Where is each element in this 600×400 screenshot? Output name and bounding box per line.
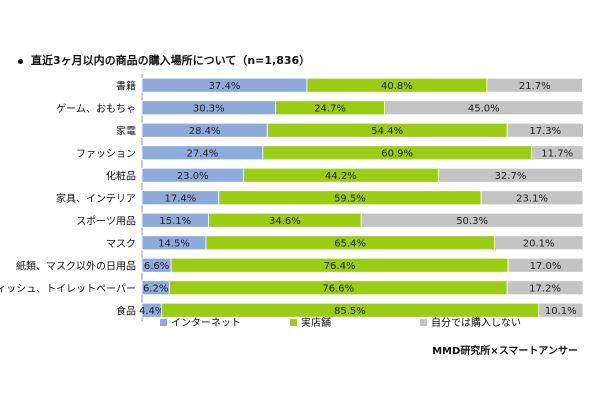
data-label: 23.1% <box>516 193 548 204</box>
data-label: 54.4% <box>371 126 403 137</box>
category-label: 化粧品 <box>106 169 136 182</box>
data-label: 17.3% <box>529 126 561 137</box>
data-label: 14.5% <box>158 238 190 249</box>
category-label: 食品 <box>116 304 136 317</box>
data-label: 15.1% <box>159 216 191 227</box>
bar-segment <box>531 145 584 161</box>
data-label: 34.6% <box>269 216 301 227</box>
data-label: 6.6% <box>144 261 169 272</box>
bar-segment <box>360 212 584 228</box>
legend-label: インターネット <box>171 317 241 329</box>
bar-segment <box>480 190 584 206</box>
bar-segment <box>506 280 584 296</box>
data-label: 10.1% <box>545 306 577 317</box>
data-label: 21.7% <box>519 81 551 92</box>
category-label: ファッション <box>76 149 136 160</box>
data-label: 44.2% <box>325 171 357 182</box>
data-label: 27.4% <box>187 148 219 159</box>
data-label: 20.1% <box>523 238 555 249</box>
category-label: マスク <box>106 238 136 250</box>
bar-segment <box>538 302 584 318</box>
data-label: 28.4% <box>189 126 221 137</box>
legend-label: 自分では購入しない <box>431 316 521 329</box>
bar-segment <box>486 77 583 93</box>
data-label: 17.0% <box>530 261 562 272</box>
data-label: 37.4% <box>209 81 241 92</box>
data-label: 6.2% <box>143 283 168 294</box>
legend-label: 実店舗 <box>301 316 331 329</box>
legend-swatch <box>290 319 297 326</box>
data-label: 65.4% <box>334 238 366 249</box>
data-label: 4.4% <box>139 306 164 317</box>
data-label: 50.3% <box>456 216 488 227</box>
category-label: 書籍 <box>116 79 136 92</box>
category-label: 家電 <box>116 124 136 137</box>
legend-swatch <box>160 319 167 326</box>
data-label: 17.4% <box>164 193 196 204</box>
bar-segment <box>507 257 584 273</box>
bar-segment <box>437 167 583 183</box>
data-label: 85.5% <box>334 306 366 317</box>
data-label: 17.2% <box>529 283 561 294</box>
data-label: 30.3% <box>193 103 225 114</box>
data-label: 40.8% <box>381 81 413 92</box>
data-label: 32.7% <box>495 171 527 182</box>
chart-title: 直近3ヶ月以内の商品の購入場所について（n=1,836） <box>18 52 310 68</box>
data-label: 60.9% <box>381 148 413 159</box>
data-label: 23.0% <box>177 171 209 182</box>
category-label: ゲーム、おもちゃ <box>56 103 136 115</box>
data-label: 76.6% <box>322 283 354 294</box>
data-label: 45.0% <box>468 103 500 114</box>
source-credit: MMD研究所×スマートアンサー <box>432 346 578 357</box>
bar-segment <box>506 122 584 138</box>
category-label: 家具、インテリア <box>56 192 136 205</box>
data-label: 76.4% <box>324 261 356 272</box>
bar-segment <box>384 100 584 116</box>
category-label: スポーツ用品 <box>76 215 136 227</box>
legend-swatch <box>420 319 427 326</box>
data-label: 24.7% <box>314 103 346 114</box>
data-label: 59.5% <box>334 193 366 204</box>
chart-title-text: 直近3ヶ月以内の商品の購入場所について（n=1,836） <box>31 54 311 67</box>
bullet-icon <box>18 58 23 64</box>
data-label: 11.7% <box>541 148 573 159</box>
category-label: 紙類、マスク以外の日用品 <box>16 259 136 272</box>
category-label: ティッシュ、トイレットペーパー <box>0 283 136 295</box>
bar-segment <box>493 235 584 251</box>
